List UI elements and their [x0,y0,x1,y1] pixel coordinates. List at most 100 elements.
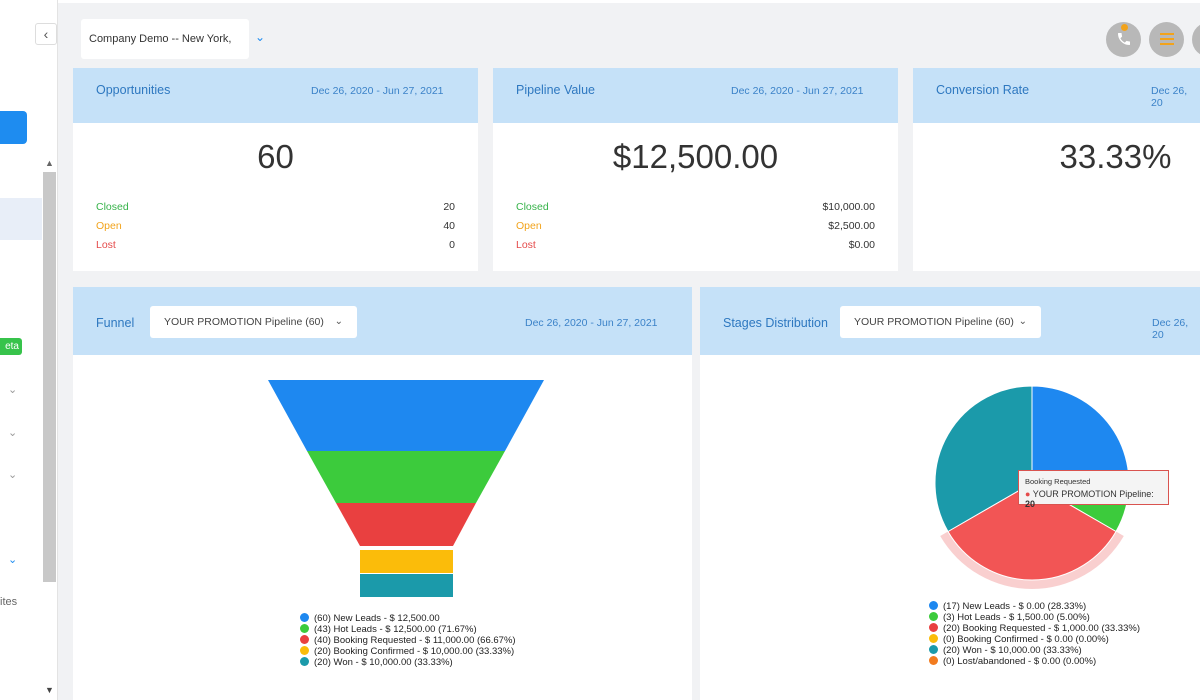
pipeline-select[interactable]: YOUR PROMOTION Pipeline (60) ⌄ [150,306,357,338]
legend-label: (20) Booking Requested - $ 1,000.00 (33.… [943,623,1140,634]
legend-item[interactable]: (43) Hot Leads - $ 12,500.00 (71.67%) [300,624,516,635]
card-title: Pipeline Value [516,83,595,97]
legend-item[interactable]: (20) Won - $ 10,000.00 (33.33%) [300,657,516,668]
stat-value: $10,000.00 [822,201,875,213]
pie-slice-booking-requested[interactable] [947,482,1117,581]
card-title: Funnel [96,316,135,330]
stat-label: Open [516,220,542,232]
scroll-up-arrow[interactable]: ▲ [45,158,54,168]
legend-dot [929,623,938,632]
legend-item[interactable]: (17) New Leads - $ 0.00 (28.33%) [929,601,1140,612]
card-title: Opportunities [96,83,171,97]
funnel-segment-new-leads[interactable] [268,380,544,451]
tooltip-dot: ● [1025,489,1031,499]
chart-tooltip: Booking Requested ● YOUR PROMOTION Pipel… [1018,470,1169,509]
stat-value: 20 [443,201,455,213]
card-title: Stages Distribution [723,316,828,330]
legend-item[interactable]: (20) Won - $ 10,000.00 (33.33%) [929,645,1140,656]
scroll-down-arrow[interactable]: ▼ [45,685,54,695]
opportunities-card: Opportunities Dec 26, 2020 - Jun 27, 202… [73,68,478,271]
stat-label: Lost [96,239,116,251]
legend-label: (3) Hot Leads - $ 1,500.00 (5.00%) [943,612,1090,623]
funnel-chart [268,380,544,597]
card-header: Stages Distribution YOUR PROMOTION Pipel… [700,287,1200,355]
stat-value: 40 [443,220,455,232]
date-range: Dec 26, 2020 - Jun 27, 2021 [525,317,658,329]
card-title: Conversion Rate [936,83,1030,97]
legend-label: (43) Hot Leads - $ 12,500.00 (71.67%) [314,624,477,635]
legend-dot [929,634,938,643]
sidebar-primary-button[interactable] [0,111,27,144]
chevron-left-icon[interactable]: ‹ [35,23,57,45]
chevron-down-icon: ⌄ [1018,316,1027,327]
sidebar-item-sites[interactable]: ites [0,596,18,608]
funnel-segment-won[interactable] [360,574,453,597]
card-header: Conversion Rate Dec 26, 20 [913,68,1200,123]
date-range: Dec 26, 2020 - Jun 27, 2021 [311,85,444,97]
legend-label: (40) Booking Requested - $ 11,000.00 (66… [314,635,516,646]
legend-dot [929,645,938,654]
legend-item[interactable]: (20) Booking Confirmed - $ 10,000.00 (33… [300,646,516,657]
chevron-down-icon[interactable]: ⌄ [8,469,18,481]
sidebar-scrollbar[interactable] [43,172,56,582]
pipeline-value: $12,500.00 [612,138,779,175]
pie-slice-won[interactable] [934,385,1033,533]
user-icon[interactable] [1192,22,1200,57]
legend-label: (20) Won - $ 10,000.00 (33.33%) [943,645,1082,656]
tooltip-title: Booking Requested [1025,477,1091,486]
date-range: Dec 26, 2020 - Jun 27, 2021 [731,85,864,97]
beta-badge: eta [0,338,22,355]
stat-label: Closed [516,201,549,213]
legend-label: (0) Lost/abandoned - $ 0.00 (0.00%) [943,656,1097,667]
sidebar-item-active[interactable] [0,198,42,240]
pipeline-select[interactable]: YOUR PROMOTION Pipeline (60) ⌄ [840,306,1041,338]
legend-item[interactable]: (60) New Leads - $ 12,500.00 [300,613,516,624]
legend-item[interactable]: (0) Booking Confirmed - $ 0.00 (0.00%) [929,634,1140,645]
legend-dot [300,635,309,644]
chevron-down-icon[interactable]: ⌄ [8,554,18,566]
stages-pie-chart [934,385,1130,589]
conversion-rate-card: Conversion Rate Dec 26, 20 33.33% [913,68,1200,271]
funnel-legend: (60) New Leads - $ 12,500.00 (43) Hot Le… [300,613,516,668]
conversion-rate-value: 33.33% [1059,138,1172,175]
opportunities-value: 60 [257,138,294,175]
notification-dot [1121,24,1128,31]
legend-label: (20) Won - $ 10,000.00 (33.33%) [314,657,453,668]
legend-label: (0) Booking Confirmed - $ 0.00 (0.00%) [943,634,1109,645]
legend-item[interactable]: (0) Lost/abandoned - $ 0.00 (0.00%) [929,656,1140,667]
stat-label: Closed [96,201,129,213]
sidebar: ‹ ▲ ▼ eta ⌄ ⌄ ⌄ ⌄ ites [0,0,58,700]
chevron-down-icon: ⌄ [334,316,343,327]
stat-value: $2,500.00 [828,220,875,232]
funnel-segment-booking-confirmed[interactable] [360,550,453,573]
funnel-segment-booking-requested[interactable] [336,503,476,546]
pipeline-select-label: YOUR PROMOTION Pipeline (60) [164,316,324,328]
legend-dot [300,646,309,655]
legend-item[interactable]: (3) Hot Leads - $ 1,500.00 (5.00%) [929,612,1140,623]
legend-dot [300,613,309,622]
legend-label: (17) New Leads - $ 0.00 (28.33%) [943,601,1087,612]
legend-dot [929,656,938,665]
chevron-down-icon[interactable]: ⌄ [255,30,266,44]
legend-dot [929,612,938,621]
stages-legend: (17) New Leads - $ 0.00 (28.33%) (3) Hot… [929,601,1140,667]
stat-value: $0.00 [848,239,875,251]
legend-item[interactable]: (20) Booking Requested - $ 1,000.00 (33.… [929,623,1140,634]
card-header: Opportunities Dec 26, 2020 - Jun 27, 202… [73,68,478,123]
funnel-segment-hot-leads[interactable] [307,451,505,503]
tooltip-series: YOUR PROMOTION Pipeline: [1032,489,1154,499]
stat-label: Open [96,220,122,232]
top-bar: Company Demo -- New York, NY ⌄ [58,0,1200,85]
legend-dot [300,624,309,633]
company-select[interactable]: Company Demo -- New York, NY [81,19,249,85]
legend-item[interactable]: (40) Booking Requested - $ 11,000.00 (66… [300,635,516,646]
legend-dot [929,601,938,610]
date-range: Dec 26, 20 [1151,85,1188,109]
funnel-card: Funnel YOUR PROMOTION Pipeline (60) ⌄ De… [73,287,692,700]
date-range: Dec 26, 20 [1152,317,1189,341]
chevron-down-icon[interactable]: ⌄ [8,427,18,439]
tooltip-value: 20 [1025,499,1036,509]
pipeline-select-label: YOUR PROMOTION Pipeline (60) [854,316,1014,328]
list-icon[interactable] [1149,22,1184,57]
chevron-down-icon[interactable]: ⌄ [8,384,18,396]
